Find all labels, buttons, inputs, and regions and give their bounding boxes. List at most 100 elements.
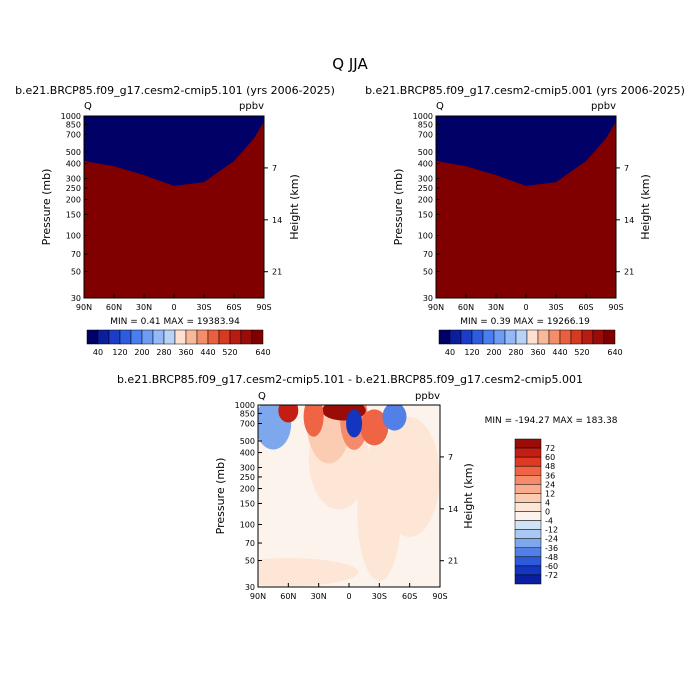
- pressure-tick-label-400: 400: [66, 160, 81, 169]
- colorbar-label-120: 120: [464, 348, 479, 357]
- colorbar-swatch-7: [504, 329, 517, 345]
- colorbar-swatch-9: [174, 329, 187, 345]
- pressure-tick-label-700: 700: [418, 131, 433, 140]
- pressure-tick-label-100: 100: [418, 232, 433, 241]
- panel-2-height-axis: 21 14 7: [616, 164, 634, 277]
- panel-1: b.e21.BRCP85.f09_g17.cesm2-cmip5.101 (yr…: [15, 84, 335, 357]
- colorbar-swatch-3: [514, 456, 542, 467]
- lat-tick-label-30N: 30N: [311, 592, 327, 601]
- pressure-tick-label-200: 200: [418, 196, 433, 205]
- panel-1-latitude-axis: 90N 60N 30N 0 30S 60S 90S: [76, 294, 272, 312]
- lat-tick-label-0: 0: [171, 303, 176, 312]
- lat-tick-label-60N: 60N: [106, 303, 122, 312]
- panel-2: b.e21.BRCP85.f09_g17.cesm2-cmip5.001 (yr…: [365, 84, 685, 357]
- colorbar-label--24: -24: [545, 535, 558, 544]
- difference-feature-13: [382, 405, 407, 431]
- lat-tick-label-90S: 90S: [608, 303, 623, 312]
- colorbar-label-200: 200: [486, 348, 501, 357]
- pressure-tick-label-1000: 1000: [61, 112, 81, 121]
- pressure-tick-label-50: 50: [245, 556, 255, 565]
- colorbar-swatch-14: [514, 556, 542, 567]
- colorbar-swatch-11: [196, 329, 209, 345]
- colorbar-swatch-5: [514, 475, 542, 485]
- pressure-tick-label-30: 30: [245, 583, 255, 592]
- colorbar-label-0: 0: [545, 508, 550, 517]
- colorbar-swatch-10: [514, 520, 542, 530]
- difference-feature-11: [278, 405, 299, 423]
- panel-1-units-label: ppbv: [239, 101, 264, 112]
- panel-3-height-axis: 21 14 7: [440, 453, 458, 566]
- pressure-tick-label-30: 30: [423, 294, 433, 303]
- pressure-tick-label-200: 200: [240, 485, 255, 494]
- colorbar-swatch-11: [514, 529, 542, 539]
- pressure-tick-label-150: 150: [240, 499, 255, 508]
- colorbar-swatch-15: [240, 329, 253, 345]
- pressure-tick-label-150: 150: [66, 210, 81, 219]
- colorbar-swatch-1: [438, 329, 451, 345]
- pressure-tick-label-700: 700: [66, 131, 81, 140]
- colorbar-swatch-8: [163, 329, 176, 345]
- lat-tick-label-60N: 60N: [458, 303, 474, 312]
- colorbar-swatch-16: [514, 574, 542, 585]
- lat-tick-label-60S: 60S: [226, 303, 241, 312]
- lat-tick-label-90S: 90S: [432, 592, 447, 601]
- colorbar-swatch-6: [493, 329, 506, 345]
- colorbar-swatch-13: [570, 329, 583, 345]
- colorbar-label-36: 36: [545, 471, 555, 480]
- panel-2-contour-field: [436, 116, 616, 298]
- colorbar-swatch-16: [251, 329, 264, 345]
- pressure-tick-label-1000: 1000: [413, 112, 433, 121]
- height-tick-label-7: 7: [272, 164, 277, 173]
- panel-3: b.e21.BRCP85.f09_g17.cesm2-cmip5.101 - b…: [117, 373, 618, 601]
- pressure-tick-label-700: 700: [240, 420, 255, 429]
- pressure-tick-label-300: 300: [240, 463, 255, 472]
- pressure-tick-label-100: 100: [240, 521, 255, 530]
- figure-title: Q JJA: [332, 55, 368, 73]
- colorbar-swatch-12: [514, 538, 542, 549]
- colorbar-swatch-5: [130, 329, 143, 345]
- panel-3-title: b.e21.BRCP85.f09_g17.cesm2-cmip5.101 - b…: [117, 373, 583, 386]
- colorbar-swatch-12: [559, 329, 572, 345]
- panel-3-ylabel-right: Height (km): [462, 463, 475, 529]
- colorbar-swatch-1: [514, 438, 542, 449]
- colorbar-label-48: 48: [545, 462, 555, 471]
- pressure-tick-label-50: 50: [71, 267, 81, 276]
- pressure-tick-label-70: 70: [423, 250, 433, 259]
- colorbar-label-280: 280: [156, 348, 171, 357]
- height-tick-label-21: 21: [272, 268, 282, 277]
- panel-1-ylabel: Pressure (mb): [40, 169, 53, 246]
- colorbar-swatch-15: [592, 329, 605, 345]
- colorbar-swatch-5: [482, 329, 495, 345]
- colorbar-swatch-10: [185, 329, 198, 345]
- panel-3-units-label: ppbv: [415, 391, 440, 402]
- height-tick-label-21: 21: [448, 557, 458, 566]
- contour-band-640: [84, 121, 264, 298]
- panel-1-height-axis: 21 14 7: [264, 164, 282, 277]
- panel-1-contour-field: [84, 116, 264, 298]
- height-tick-label-14: 14: [624, 216, 634, 225]
- pressure-tick-label-250: 250: [418, 184, 433, 193]
- colorbar-swatch-6: [514, 484, 542, 494]
- colorbar-swatch-7: [152, 329, 165, 345]
- difference-feature-4: [379, 417, 440, 537]
- pressure-tick-label-30: 30: [71, 294, 81, 303]
- colorbar-swatch-11: [548, 329, 561, 345]
- pressure-tick-label-500: 500: [418, 148, 433, 157]
- colorbar-label-4: 4: [545, 498, 550, 507]
- colorbar-swatch-4: [471, 329, 484, 345]
- colorbar-label--12: -12: [545, 526, 558, 535]
- colorbar-label-60: 60: [545, 453, 555, 462]
- panel-2-units-label: ppbv: [591, 101, 616, 112]
- colorbar-label-280: 280: [508, 348, 523, 357]
- colorbar-label-360: 360: [178, 348, 193, 357]
- colorbar-swatch-9: [514, 511, 542, 521]
- lat-tick-label-90S: 90S: [256, 303, 271, 312]
- pressure-tick-label-70: 70: [71, 250, 81, 259]
- colorbar-swatch-16: [603, 329, 616, 345]
- pressure-tick-label-500: 500: [66, 148, 81, 157]
- pressure-tick-label-300: 300: [66, 174, 81, 183]
- difference-feature-12: [303, 405, 324, 437]
